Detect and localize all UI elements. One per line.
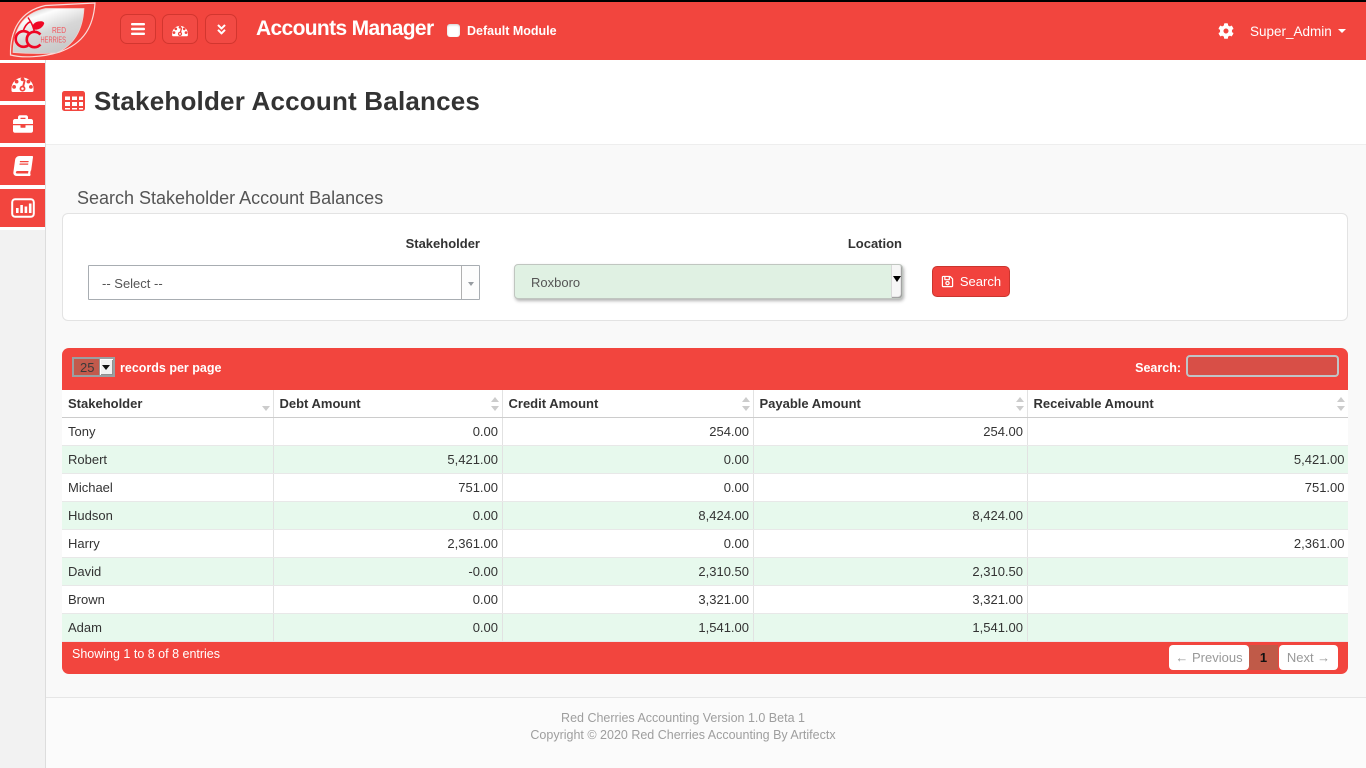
svg-text:HERRIES: HERRIES xyxy=(41,35,67,45)
svg-text:RED: RED xyxy=(52,25,66,35)
